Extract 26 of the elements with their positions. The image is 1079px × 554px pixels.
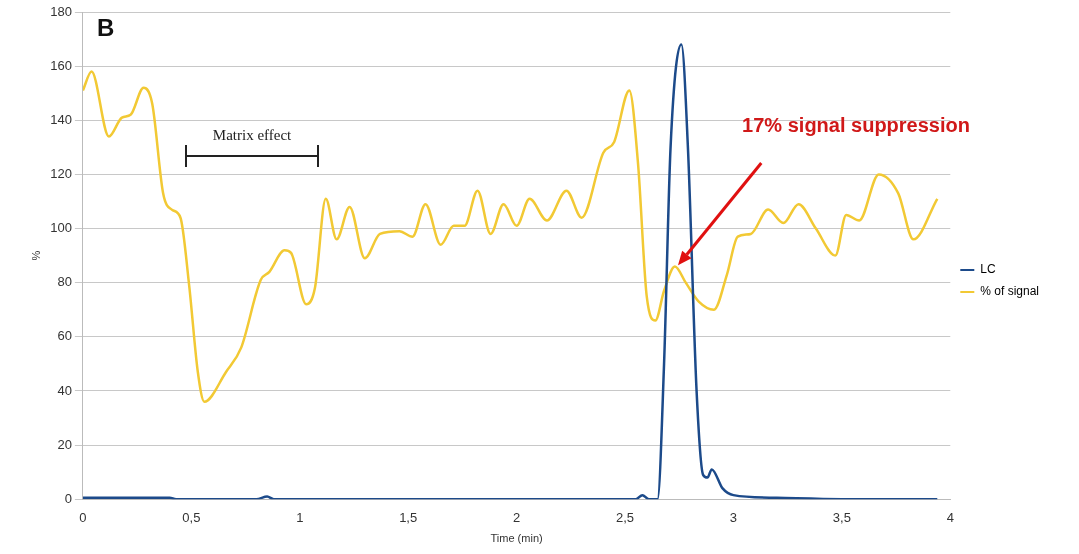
x-tick-label: 4 (946, 509, 954, 525)
x-tick-label: 2,5 (615, 509, 635, 525)
legend-label: % of signal (980, 284, 1039, 299)
y-axis-title: % (29, 250, 42, 261)
x-tick-label: 3 (729, 509, 738, 525)
y-tick-label: 40 (57, 382, 72, 398)
y-tick-label: 60 (57, 328, 72, 344)
x-axis-title: Time (min) (490, 532, 543, 545)
annotation: 17% signal suppression (742, 114, 970, 138)
x-tick-label: 0,5 (182, 509, 201, 525)
x-tick-label: 0 (79, 509, 87, 525)
x-tick-label: 2 (512, 509, 521, 525)
y-tick-label: 20 (57, 436, 72, 452)
y-tick-label: 0 (64, 490, 72, 506)
y-tick-label: 120 (50, 165, 72, 181)
annotation: Matrix effect (211, 126, 293, 144)
legend-label: LC (980, 262, 996, 277)
y-tick-label: 160 (50, 57, 72, 73)
annotation: B (96, 14, 115, 42)
x-tick-label: 1,5 (399, 509, 418, 525)
y-tick-label: 80 (57, 274, 72, 290)
x-tick-label: 3,5 (832, 509, 851, 525)
y-tick-label: 180 (50, 3, 72, 19)
y-tick-label: 100 (50, 220, 72, 236)
x-tick-label: 1 (296, 509, 304, 525)
y-tick-label: 140 (50, 111, 72, 127)
